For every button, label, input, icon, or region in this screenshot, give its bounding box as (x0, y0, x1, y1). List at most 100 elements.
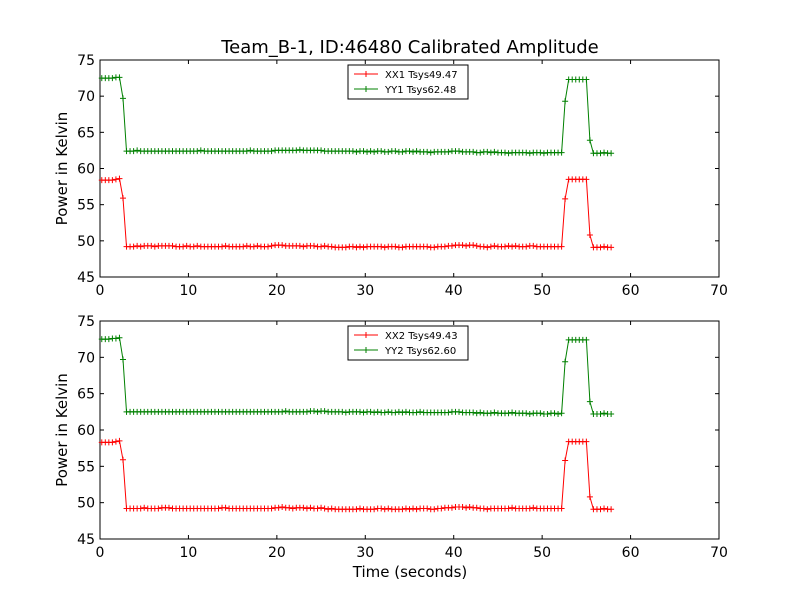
data-point-marker (303, 408, 310, 415)
data-point-marker (381, 506, 388, 513)
data-point-marker (406, 148, 413, 155)
series-yy1 (99, 74, 615, 157)
data-point-marker (558, 149, 565, 156)
data-point-marker (321, 408, 328, 415)
data-point-marker (424, 505, 431, 512)
data-point-marker (540, 150, 547, 157)
data-point-marker (523, 410, 530, 417)
x-tick-label: 70 (710, 545, 728, 561)
data-point-marker (491, 148, 498, 155)
data-point-marker (406, 506, 413, 513)
data-point-marker (448, 242, 455, 249)
data-point-marker (342, 409, 349, 416)
data-point-marker (265, 243, 272, 250)
x-tick-label: 50 (533, 545, 551, 561)
data-point-marker (367, 148, 374, 155)
data-point-marker (371, 148, 378, 155)
data-point-marker (148, 242, 155, 249)
data-point-marker (371, 409, 378, 416)
legend-marker (363, 347, 369, 353)
data-point-marker (279, 242, 286, 249)
data-point-marker (562, 98, 569, 105)
data-point-marker (586, 493, 593, 500)
y-tick-label: 75 (77, 314, 95, 330)
data-point-marker (537, 410, 544, 417)
data-point-marker (530, 242, 537, 249)
data-point-marker (109, 439, 116, 446)
data-point-marker (222, 504, 229, 511)
data-point-marker (349, 148, 356, 155)
data-point-marker (491, 409, 498, 416)
data-point-marker (381, 244, 388, 251)
data-point-marker (583, 336, 590, 343)
data-point-marker (459, 242, 466, 249)
y-tick-label: 50 (77, 234, 95, 250)
chart-title: Team_B-1, ID:46480 Calibrated Amplitude (220, 37, 599, 58)
data-point-marker (279, 504, 286, 511)
data-point-marker (558, 410, 565, 417)
data-point-marker (459, 504, 466, 511)
data-point-marker (378, 505, 385, 512)
data-point-marker (296, 242, 303, 249)
data-point-marker (456, 408, 463, 415)
data-point-marker (356, 505, 363, 512)
data-point-marker (116, 175, 123, 182)
data-point-marker (134, 147, 141, 154)
data-point-marker (289, 505, 296, 512)
data-point-marker (151, 243, 158, 250)
data-point-marker (109, 75, 116, 82)
data-point-marker (321, 505, 328, 512)
data-point-marker (608, 150, 615, 157)
y-axis-label: Power in Kelvin (53, 112, 71, 226)
data-point-marker (268, 242, 275, 249)
data-point-marker (353, 148, 360, 155)
legend-marker (363, 332, 369, 338)
data-point-marker (477, 149, 484, 156)
data-point-marker (431, 506, 438, 513)
data-point-marker (130, 243, 137, 250)
data-point-marker (300, 504, 307, 511)
data-point-marker (562, 195, 569, 202)
data-point-marker (243, 242, 250, 249)
data-point-marker (491, 242, 498, 249)
data-point-marker (119, 95, 126, 102)
data-point-marker (505, 505, 512, 512)
data-point-marker (551, 410, 558, 417)
y-tick-label: 60 (77, 162, 95, 178)
data-point-marker (512, 242, 519, 249)
data-point-marker (608, 244, 615, 251)
data-point-marker (470, 242, 477, 249)
data-point-marker (487, 410, 494, 417)
data-point-marker (360, 409, 367, 416)
data-point-marker (378, 243, 385, 250)
data-point-marker (399, 506, 406, 513)
x-tick-label: 40 (445, 283, 463, 299)
y-axis-label: Power in Kelvin (53, 373, 71, 487)
data-point-marker (300, 243, 307, 250)
data-point-marker (470, 148, 477, 155)
data-point-marker (487, 243, 494, 250)
data-point-marker (303, 505, 310, 512)
data-point-marker (392, 243, 399, 250)
data-point-marker (413, 148, 420, 155)
data-point-marker (130, 148, 137, 155)
data-point-marker (544, 411, 551, 418)
series-yy2 (99, 335, 615, 418)
data-point-marker (555, 411, 562, 418)
data-point-marker (427, 149, 434, 156)
data-point-marker (502, 243, 509, 250)
data-point-marker (505, 150, 512, 157)
data-point-marker (601, 410, 608, 417)
data-point-marker (473, 504, 480, 511)
data-point-marker (601, 243, 608, 250)
data-point-marker (392, 148, 399, 155)
data-point-marker (183, 242, 190, 249)
data-point-marker (190, 243, 197, 250)
data-point-marker (523, 149, 530, 156)
data-point-marker (608, 411, 615, 418)
data-point-marker (268, 505, 275, 512)
data-point-marker (105, 336, 112, 343)
data-point-marker (349, 243, 356, 250)
